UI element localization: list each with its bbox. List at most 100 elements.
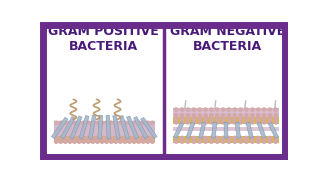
Circle shape xyxy=(123,136,127,140)
Circle shape xyxy=(137,136,140,140)
Circle shape xyxy=(204,117,207,120)
Circle shape xyxy=(227,114,231,117)
Circle shape xyxy=(91,136,95,140)
Circle shape xyxy=(141,140,145,143)
Circle shape xyxy=(174,140,178,143)
Circle shape xyxy=(82,136,85,140)
Circle shape xyxy=(174,114,178,117)
Circle shape xyxy=(174,108,178,111)
Circle shape xyxy=(257,117,260,120)
FancyBboxPatch shape xyxy=(89,115,96,139)
Circle shape xyxy=(210,136,213,140)
Circle shape xyxy=(227,140,231,143)
Circle shape xyxy=(245,108,248,111)
Circle shape xyxy=(180,136,184,140)
Circle shape xyxy=(146,140,149,143)
Circle shape xyxy=(68,140,72,143)
Circle shape xyxy=(268,117,272,120)
FancyBboxPatch shape xyxy=(246,122,253,138)
Circle shape xyxy=(268,114,272,117)
FancyBboxPatch shape xyxy=(224,122,228,138)
Circle shape xyxy=(204,121,207,124)
Circle shape xyxy=(245,117,248,120)
Circle shape xyxy=(262,114,266,117)
Circle shape xyxy=(186,117,190,120)
Circle shape xyxy=(123,121,127,124)
Circle shape xyxy=(119,136,122,140)
Circle shape xyxy=(132,136,136,140)
FancyBboxPatch shape xyxy=(70,116,82,139)
Circle shape xyxy=(91,121,95,124)
Circle shape xyxy=(82,121,85,124)
Circle shape xyxy=(96,136,99,140)
Circle shape xyxy=(204,108,207,111)
Circle shape xyxy=(198,108,201,111)
Circle shape xyxy=(119,121,122,124)
Circle shape xyxy=(64,121,67,124)
Circle shape xyxy=(105,121,108,124)
Circle shape xyxy=(198,136,201,140)
Circle shape xyxy=(221,140,225,143)
Circle shape xyxy=(192,108,196,111)
Text: GRAM POSITIVE
BACTERIA: GRAM POSITIVE BACTERIA xyxy=(48,25,159,53)
Circle shape xyxy=(64,136,67,140)
Circle shape xyxy=(128,136,131,140)
Circle shape xyxy=(128,121,131,124)
FancyBboxPatch shape xyxy=(141,117,157,139)
Circle shape xyxy=(151,140,154,143)
Circle shape xyxy=(91,140,95,143)
Circle shape xyxy=(227,136,231,140)
Circle shape xyxy=(245,114,248,117)
Circle shape xyxy=(186,108,190,111)
Circle shape xyxy=(77,140,81,143)
Circle shape xyxy=(186,121,190,124)
Circle shape xyxy=(192,136,196,140)
Circle shape xyxy=(87,136,90,140)
Bar xyxy=(173,124,279,136)
Circle shape xyxy=(128,140,131,143)
Circle shape xyxy=(87,121,90,124)
Circle shape xyxy=(109,140,113,143)
Circle shape xyxy=(59,136,62,140)
Circle shape xyxy=(73,136,76,140)
Circle shape xyxy=(210,121,213,124)
Circle shape xyxy=(146,136,149,140)
FancyBboxPatch shape xyxy=(113,115,120,139)
Circle shape xyxy=(257,140,260,143)
Circle shape xyxy=(87,140,90,143)
Bar xyxy=(54,121,155,136)
Bar xyxy=(173,117,279,124)
Circle shape xyxy=(257,108,260,111)
Circle shape xyxy=(96,121,99,124)
Circle shape xyxy=(77,136,81,140)
Circle shape xyxy=(141,121,145,124)
Circle shape xyxy=(221,108,225,111)
Circle shape xyxy=(54,121,58,124)
Circle shape xyxy=(233,121,236,124)
Circle shape xyxy=(227,108,231,111)
Circle shape xyxy=(251,136,254,140)
Circle shape xyxy=(198,140,201,143)
Circle shape xyxy=(180,108,184,111)
Circle shape xyxy=(114,121,117,124)
Circle shape xyxy=(82,140,85,143)
Circle shape xyxy=(100,136,104,140)
Circle shape xyxy=(210,117,213,120)
FancyBboxPatch shape xyxy=(199,122,206,138)
Circle shape xyxy=(146,121,149,124)
Circle shape xyxy=(262,108,266,111)
Circle shape xyxy=(251,117,254,120)
FancyBboxPatch shape xyxy=(257,122,266,138)
Circle shape xyxy=(180,117,184,120)
FancyBboxPatch shape xyxy=(212,122,217,138)
Circle shape xyxy=(262,121,266,124)
Circle shape xyxy=(180,114,184,117)
Circle shape xyxy=(239,108,242,111)
Circle shape xyxy=(174,121,178,124)
FancyBboxPatch shape xyxy=(52,117,68,139)
Circle shape xyxy=(268,121,272,124)
Circle shape xyxy=(221,117,225,120)
Circle shape xyxy=(174,136,178,140)
Circle shape xyxy=(245,121,248,124)
Circle shape xyxy=(274,108,277,111)
